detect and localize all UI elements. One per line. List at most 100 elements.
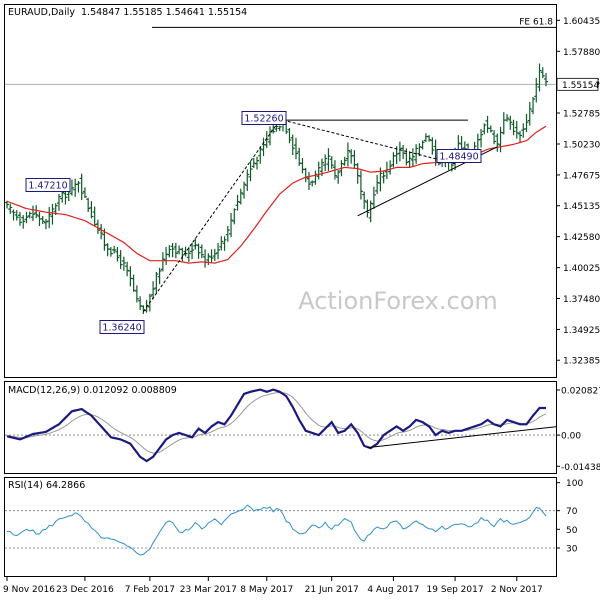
ohlc-bar — [365, 199, 370, 218]
ohlc-bar — [498, 126, 503, 153]
ohlc-bar — [222, 236, 227, 251]
annotation-box — [99, 320, 145, 334]
price-ytick-label: 1.50230 — [563, 140, 600, 150]
ohlc-bar — [203, 249, 208, 268]
rsi-ytick-label: 70 — [566, 507, 578, 517]
ohlc-bar — [355, 162, 360, 184]
ohlc-bar — [492, 130, 497, 145]
ohlc-bar — [485, 115, 490, 133]
ohlc-bar — [151, 281, 156, 300]
ohlc-bar — [479, 128, 484, 148]
ohlc-bar — [229, 212, 234, 238]
dashed-trendline — [282, 119, 456, 165]
ohlc-bar — [345, 142, 350, 167]
ohlc-bar — [368, 200, 373, 223]
ohlc-bar — [277, 125, 282, 132]
macd-signal-line — [6, 391, 547, 454]
ohlc-bar — [242, 181, 247, 199]
ohlc-bar — [388, 160, 393, 175]
rsi-line — [6, 504, 547, 556]
x-tick-label: 9 Nov 2016 — [3, 585, 55, 595]
ohlc-bar — [423, 133, 428, 143]
macd-ytick-label: 0.020827 — [561, 386, 600, 396]
ohlc-bar — [430, 137, 435, 155]
price-ytick-label: 1.34925 — [563, 326, 600, 336]
ohlc-bar — [69, 179, 74, 196]
ohlc-bar — [108, 247, 113, 257]
ohlc-bar — [17, 211, 22, 226]
fe-level-label: FE 61.8 — [519, 17, 553, 27]
rsi-plot: 100 70 50 30 — [5, 479, 583, 556]
ohlc-bar — [89, 201, 94, 219]
ohlc-bar — [76, 180, 81, 193]
rsi-ytick-label: 50 — [566, 526, 578, 536]
x-tick-label: 2 Nov 2017 — [491, 585, 543, 595]
macd-trendline — [367, 426, 557, 449]
ohlc-bar — [401, 145, 406, 160]
ohlc-bar — [27, 211, 32, 219]
macd-plot: 0.020827 0.00 -0.014386 — [5, 386, 600, 473]
ohlc-bar — [121, 256, 126, 271]
macd-panel — [4, 381, 557, 474]
rsi-ytick-label: 100 — [566, 479, 583, 489]
ohlc-bar — [8, 203, 13, 214]
price-ytick-label: 1.57880 — [563, 48, 600, 58]
price-ytick-label: 1.45135 — [563, 202, 600, 212]
last-price-label: 1.55154 — [562, 81, 599, 91]
ohlc-bar — [180, 247, 185, 262]
ohlc-bar — [342, 156, 347, 166]
ohlc-bar — [501, 112, 506, 135]
ohlc-bar — [245, 169, 250, 192]
ohlc-bar — [375, 174, 380, 194]
rsi-panel — [4, 477, 557, 577]
ohlc-bar — [11, 209, 16, 221]
ohlc-bar — [86, 197, 91, 212]
ohlc-bar — [511, 119, 516, 136]
ohlc-bar — [115, 246, 120, 262]
rsi-title: RSI(14) 64.2866 — [8, 480, 85, 491]
ohlc-bar — [336, 170, 341, 184]
ohlc-bar — [524, 113, 529, 133]
x-axis: 9 Nov 2016 23 Dec 2016 7 Feb 2017 23 Mar 20… — [3, 577, 543, 595]
price-chart-title: EURAUD,Daily 1.54847 1.55185 1.54641 1.55… — [8, 7, 247, 18]
ohlc-bar — [125, 261, 130, 277]
ohlc-bar — [540, 67, 545, 79]
ohlc-bar — [164, 246, 169, 266]
ohlc-bar — [306, 172, 311, 190]
ohlc-bar — [43, 218, 48, 230]
ohlc-bar — [410, 148, 415, 167]
rsi-ytick-label: 30 — [566, 545, 578, 555]
ohlc-bar — [537, 63, 542, 92]
ohlc-bar — [173, 242, 178, 259]
ohlc-bar — [99, 224, 104, 240]
ohlc-bar — [170, 243, 175, 258]
ohlc-bar — [34, 205, 39, 219]
ohlc-bar — [206, 253, 211, 266]
ohlc-bar — [407, 151, 412, 168]
price-ytick-label: 1.52785 — [563, 110, 600, 120]
annotation-box — [436, 149, 482, 163]
ohlc-bar — [216, 242, 221, 260]
ohlc-bar — [264, 131, 269, 149]
ohlc-bar — [199, 244, 204, 259]
ohlc-bar — [397, 141, 402, 162]
ohlc-bar — [417, 143, 422, 157]
ohlc-bar — [63, 189, 68, 205]
ohlc-bar — [134, 285, 139, 303]
x-tick-label: 7 Feb 2017 — [125, 585, 175, 595]
ohlc-bar — [47, 206, 52, 229]
ohlc-bar — [287, 127, 292, 144]
ohlc-bar — [30, 205, 35, 222]
price-panel — [4, 4, 557, 378]
ohlc-bar — [232, 208, 237, 225]
ohlc-bar — [235, 194, 240, 211]
ohlc-bar — [495, 133, 500, 152]
macd-line — [6, 388, 546, 463]
ohlc-bar — [5, 200, 9, 209]
price-ytick-label: 1.37480 — [563, 295, 600, 305]
annotation-label: 1.47210 — [28, 181, 67, 192]
ohlc-bar — [362, 191, 367, 210]
ohlc-bar — [154, 271, 159, 294]
ohlc-bar — [534, 77, 539, 103]
ohlc-bar — [544, 72, 548, 87]
